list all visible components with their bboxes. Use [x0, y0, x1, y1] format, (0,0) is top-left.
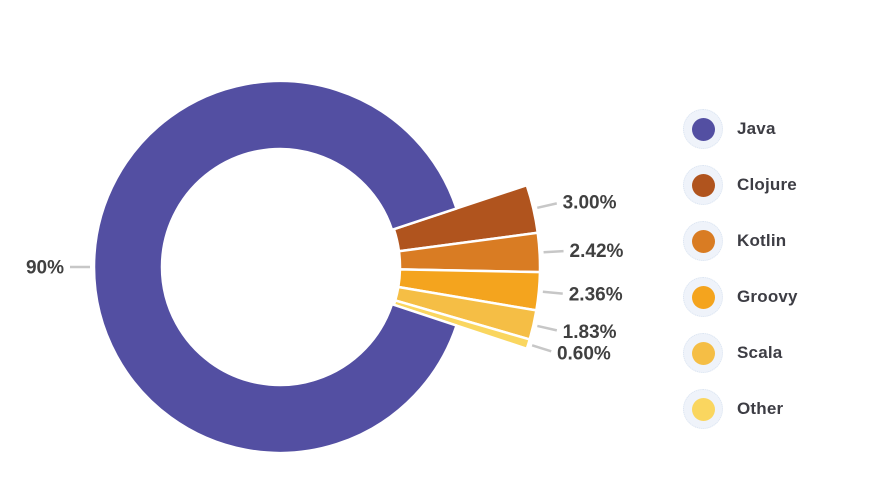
- label-line-scala: [537, 324, 558, 332]
- legend-dot-halo: [683, 165, 723, 205]
- value-label-groovy: 2.36%: [569, 285, 623, 306]
- legend-label-scala: Scala: [737, 343, 783, 362]
- legend-dot-groovy: [691, 285, 715, 309]
- legend-dot-halo: [683, 389, 723, 429]
- legend-dot-clojure: [691, 173, 715, 197]
- value-label-clojure: 3.00%: [563, 193, 617, 214]
- legend: Java Clojure Kotlin Groovy Scala Other: [683, 109, 798, 445]
- legend-label-clojure: Clojure: [737, 175, 797, 194]
- legend-dot-java: [691, 117, 715, 141]
- value-label-java: 90%: [26, 258, 64, 279]
- value-label-kotlin: 2.42%: [570, 241, 624, 262]
- legend-label-kotlin: Kotlin: [737, 231, 787, 250]
- legend-item-kotlin[interactable]: Kotlin: [683, 221, 798, 261]
- legend-label-groovy: Groovy: [737, 287, 798, 306]
- legend-item-scala[interactable]: Scala: [683, 333, 798, 373]
- value-label-scala: 1.83%: [563, 322, 617, 343]
- legend-dot-halo: [683, 333, 723, 373]
- legend-dot-other: [691, 397, 715, 421]
- legend-item-java[interactable]: Java: [683, 109, 798, 149]
- legend-dot-halo: [683, 221, 723, 261]
- label-line-groovy: [542, 290, 563, 295]
- legend-dot-scala: [691, 341, 715, 365]
- label-line-other: [531, 344, 552, 353]
- slice-java[interactable]: [92, 79, 458, 455]
- label-line-kotlin: [543, 249, 564, 254]
- legend-item-groovy[interactable]: Groovy: [683, 277, 798, 317]
- value-label-other: 0.60%: [557, 344, 611, 365]
- label-line-clojure: [537, 202, 558, 210]
- legend-label-other: Other: [737, 399, 784, 418]
- legend-item-clojure[interactable]: Clojure: [683, 165, 798, 205]
- legend-label-java: Java: [737, 119, 776, 138]
- legend-dot-halo: [683, 277, 723, 317]
- legend-item-other[interactable]: Other: [683, 389, 798, 429]
- legend-dot-kotlin: [691, 229, 715, 253]
- legend-dot-halo: [683, 109, 723, 149]
